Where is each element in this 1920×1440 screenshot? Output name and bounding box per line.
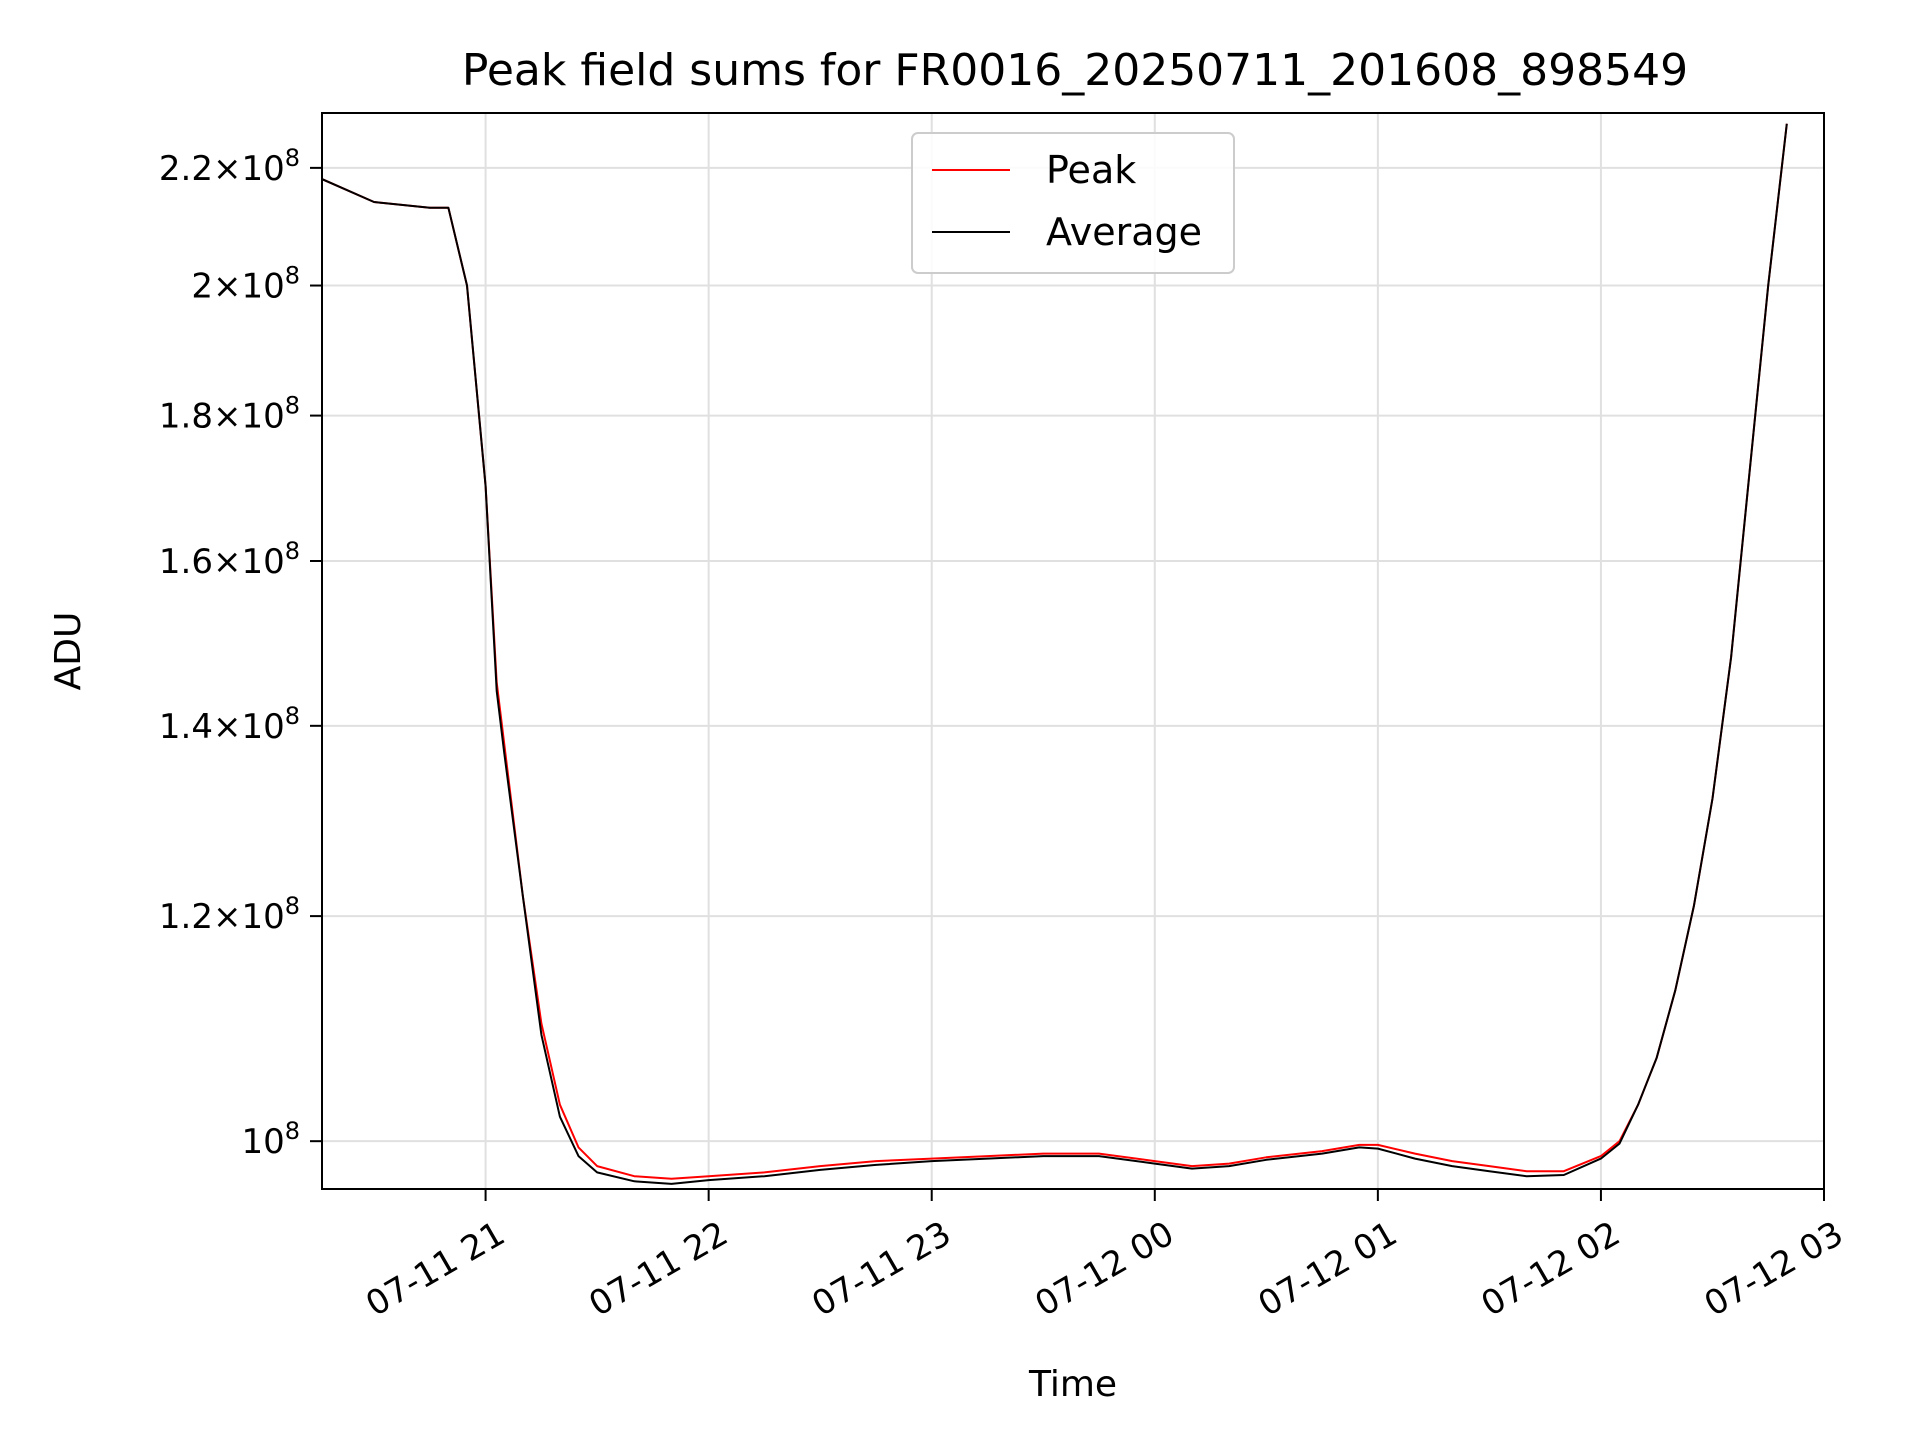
y-axis-label: ADU [48,612,89,691]
plot-frame [321,112,1825,1190]
y-tick-label: 1.4×108 [159,702,300,747]
y-tick-label: 2.2×108 [159,144,300,189]
series-group [322,123,1788,1185]
legend-label-average: Average [1046,210,1202,254]
y-tick-label: 1.8×108 [159,392,300,437]
legend-box [911,132,1235,274]
chart-title: Peak field sums for FR0016_20250711_2016… [462,45,1688,96]
x-axis-label: Time [1028,1364,1117,1405]
series-line-average [322,123,1788,1185]
legend-label-peak: Peak [1046,148,1136,192]
y-tick-label: 2×108 [191,262,300,307]
y-tick-label: 1.6×108 [159,537,300,582]
y-tick-label: 108 [241,1117,300,1162]
y-axis: 108 1.2×108 1.4×108 1.6×108 1.8×108 2×108 2.2×… [159,144,322,1162]
y-tick-label: 1.2×108 [159,892,300,937]
legend: Peak Average [911,132,1235,274]
